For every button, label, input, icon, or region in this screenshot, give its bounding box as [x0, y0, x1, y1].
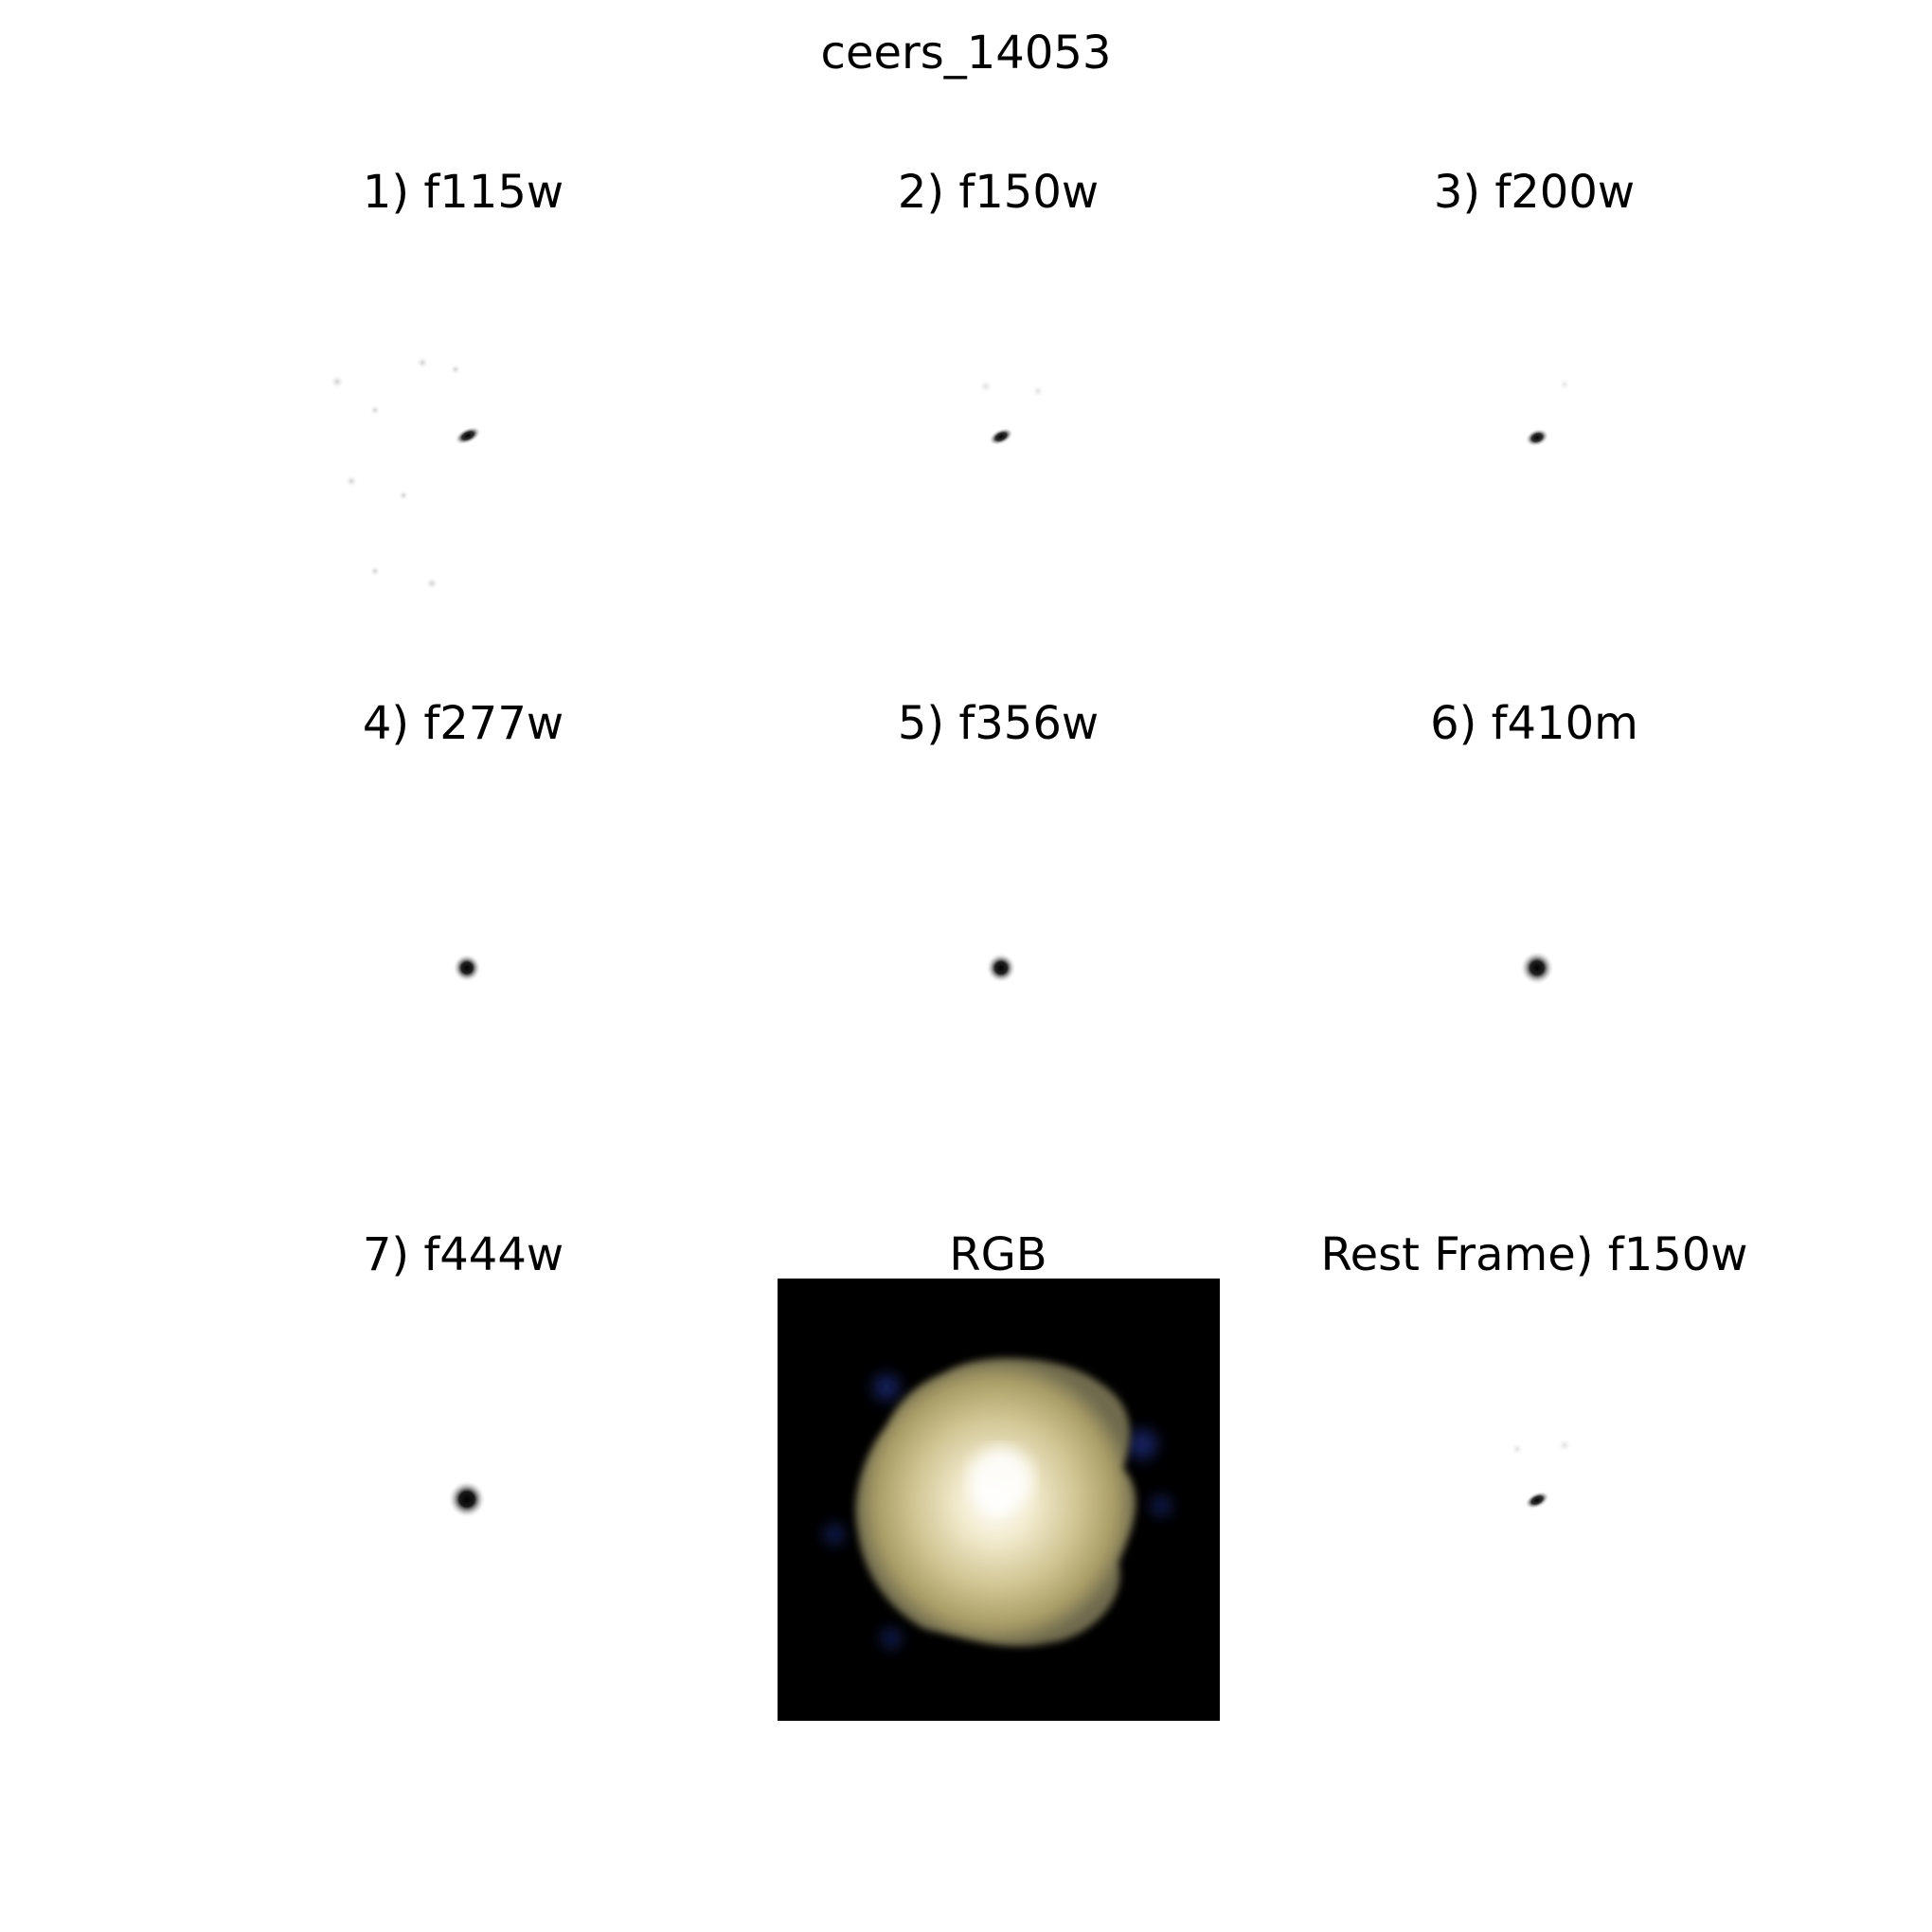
image-f277w [242, 747, 685, 1190]
panel-title-f277w: 4) f277w [362, 697, 564, 750]
panel-title-f150w: 2) f150w [897, 166, 1100, 219]
image-rgb [778, 1279, 1220, 1721]
panel-title-f115w: 1) f115w [362, 166, 564, 219]
image-f356w [778, 747, 1220, 1190]
panel-title-f200w: 3) f200w [1433, 166, 1636, 219]
panel-title-rest-frame-f150w: Rest Frame) f150w [1320, 1228, 1748, 1281]
image-f200w [1314, 216, 1756, 658]
image-rest-frame-f150w [1314, 1279, 1756, 1721]
image-f444w [242, 1279, 685, 1721]
figure-title: ceers_14053 [820, 27, 1112, 80]
panel-title-f356w: 5) f356w [897, 697, 1100, 750]
panel-title-rgb: RGB [949, 1228, 1047, 1281]
image-f410m [1314, 747, 1756, 1190]
panel-title-f410m: 6) f410m [1430, 697, 1638, 750]
image-f115w [242, 216, 685, 658]
image-f150w [778, 216, 1220, 658]
panel-title-f444w: 7) f444w [362, 1228, 564, 1281]
